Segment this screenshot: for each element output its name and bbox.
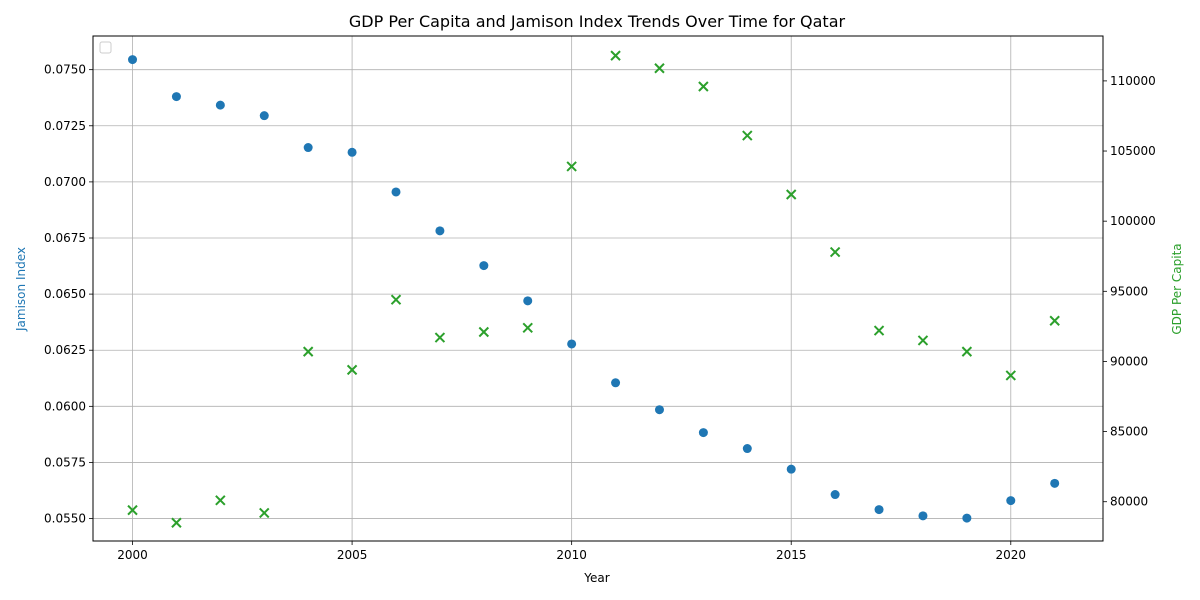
left-y-axis-label: Jamison Index — [14, 247, 28, 332]
jamison-index-point — [962, 513, 972, 523]
gdp-per-capita-point — [259, 507, 270, 519]
left-y-tick-label: 0.0675 — [44, 231, 86, 245]
gdp-per-capita-point — [390, 294, 402, 305]
gdp-per-capita-point — [917, 335, 929, 346]
right-y-tick-label: 110000 — [1110, 74, 1156, 88]
left-y-tick-label: 0.0700 — [44, 175, 86, 189]
marks-layer — [127, 50, 1060, 528]
right-y-axis-label: GDP Per Capita — [1170, 243, 1184, 334]
gdp-per-capita-point — [698, 81, 709, 92]
left-y-tick-label: 0.0725 — [44, 119, 86, 133]
right-y-tick-label: 100000 — [1110, 214, 1156, 228]
jamison-index-point — [259, 111, 269, 121]
x-tick-label: 2020 — [996, 548, 1027, 562]
gdp-per-capita-point — [786, 189, 797, 200]
gdp-per-capita-point — [127, 504, 138, 516]
right-y-tick-label: 90000 — [1110, 354, 1148, 368]
left-y-tick-label: 0.0625 — [44, 343, 86, 357]
gdp-per-capita-point — [434, 332, 446, 343]
right-y-tick-label: 95000 — [1110, 284, 1148, 298]
right-y-tick-label: 105000 — [1110, 144, 1156, 158]
jamison-index-point — [874, 505, 884, 515]
jamison-index-point — [128, 55, 138, 65]
left-y-tick-label: 0.0600 — [44, 399, 86, 413]
left-y-tick-label: 0.0750 — [44, 63, 86, 77]
jamison-index-point — [303, 143, 313, 153]
gdp-per-capita-point — [302, 346, 314, 357]
jamison-index-point — [742, 444, 752, 454]
x-tick-label: 2015 — [776, 548, 807, 562]
x-axis-label: Year — [583, 571, 609, 585]
gdp-per-capita-point — [566, 161, 577, 172]
axes-layer: 2000 2005 2010 2015 2020 0.0550 0.0575 0.0600 0.… — [44, 63, 1156, 562]
gdp-per-capita-point — [171, 517, 182, 528]
chart-title: GDP Per Capita and Jamison Index Trends … — [349, 12, 846, 31]
gdp-per-capita-point — [478, 326, 490, 338]
jamison-index-point — [391, 187, 401, 197]
left-y-tick-label: 0.0575 — [44, 455, 86, 469]
plot-frame — [92, 35, 1104, 542]
jamison-index-point — [215, 100, 225, 110]
jamison-index-point — [171, 92, 181, 102]
gdp-per-capita-point — [961, 346, 973, 357]
jamison-index-point — [479, 261, 489, 271]
gdp-per-capita-point — [610, 50, 621, 61]
jamison-index-point — [918, 511, 928, 521]
legend-box — [99, 41, 112, 54]
jamison-index-point — [1050, 478, 1060, 488]
gdp-per-capita-point — [1005, 370, 1016, 381]
right-y-tick-label: 85000 — [1110, 425, 1148, 439]
gdp-per-capita-point — [742, 130, 753, 141]
jamison-index-point — [698, 428, 708, 438]
jamison-index-point — [830, 490, 840, 500]
x-tick-label: 2000 — [117, 548, 148, 562]
x-tick-label: 2010 — [556, 548, 587, 562]
jamison-index-point — [435, 226, 445, 236]
gdp-per-capita-point — [829, 246, 841, 258]
gdp-per-capita-point — [654, 63, 665, 74]
right-y-tick-label: 80000 — [1110, 495, 1148, 509]
jamison-index-point — [654, 405, 664, 415]
jamison-index-point — [567, 339, 577, 349]
gdp-per-capita-point — [215, 495, 226, 506]
left-y-tick-label: 0.0550 — [44, 512, 86, 526]
gdp-per-capita-point — [873, 325, 885, 336]
jamison-index-point — [611, 378, 621, 388]
gdp-per-capita-point — [1049, 315, 1060, 326]
jamison-index-point — [347, 147, 357, 157]
jamison-index-point — [523, 296, 533, 306]
gdp-per-capita-point — [522, 322, 533, 333]
grid-layer — [93, 36, 1103, 541]
jamison-index-point — [786, 464, 796, 474]
gdp-per-capita-point — [346, 364, 358, 376]
x-tick-label: 2005 — [337, 548, 368, 562]
jamison-index-point — [1006, 496, 1016, 506]
left-y-tick-label: 0.0650 — [44, 287, 86, 301]
